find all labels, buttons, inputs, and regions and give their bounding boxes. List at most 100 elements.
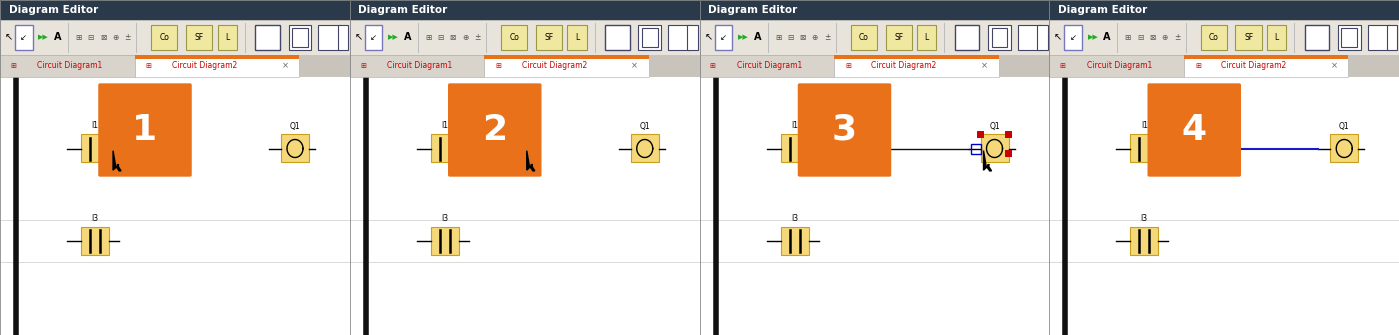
- Bar: [134, 55, 299, 77]
- Text: ↖: ↖: [354, 32, 362, 43]
- FancyBboxPatch shape: [98, 83, 192, 177]
- Text: ▶▶: ▶▶: [38, 35, 49, 41]
- Bar: [700, 55, 834, 77]
- Bar: [1049, 55, 1184, 77]
- Bar: [0, 77, 350, 335]
- Text: ⊕: ⊕: [112, 33, 119, 42]
- Text: ⊞: ⊞: [425, 33, 432, 42]
- Text: Circuit Diagram2: Circuit Diagram2: [872, 62, 937, 70]
- Text: Q1: Q1: [1339, 122, 1350, 131]
- Text: ×: ×: [981, 62, 988, 70]
- Bar: [568, 25, 586, 50]
- Text: Circuit Diagram1: Circuit Diagram1: [1087, 62, 1151, 70]
- Text: ⊠: ⊠: [99, 33, 106, 42]
- Bar: [1337, 25, 1360, 50]
- Bar: [781, 134, 809, 162]
- Bar: [954, 25, 979, 50]
- Bar: [292, 28, 308, 47]
- Bar: [781, 227, 809, 255]
- Text: Diagram Editor: Diagram Editor: [358, 5, 448, 15]
- Bar: [1049, 0, 1399, 20]
- Bar: [151, 25, 178, 50]
- Text: ⊞: ⊞: [709, 63, 716, 69]
- Bar: [1200, 25, 1227, 50]
- FancyBboxPatch shape: [797, 83, 891, 177]
- Text: ▶▶: ▶▶: [737, 35, 748, 41]
- Text: ±: ±: [474, 33, 481, 42]
- Bar: [1049, 77, 1399, 335]
- Bar: [971, 143, 981, 153]
- Text: ▶▶: ▶▶: [388, 35, 399, 41]
- Text: Co: Co: [1209, 33, 1219, 42]
- Bar: [981, 134, 1009, 162]
- Bar: [700, 0, 1049, 20]
- Text: ▶▶: ▶▶: [1087, 35, 1098, 41]
- Text: I1: I1: [91, 122, 98, 131]
- Text: Q1: Q1: [290, 122, 301, 131]
- Bar: [631, 134, 659, 162]
- Text: I3: I3: [1140, 214, 1147, 223]
- Bar: [1018, 25, 1041, 50]
- Text: ↖: ↖: [1053, 32, 1062, 43]
- Text: Circuit Diagram2: Circuit Diagram2: [172, 62, 238, 70]
- Bar: [81, 227, 109, 255]
- Text: Circuit Diagram2: Circuit Diagram2: [522, 62, 588, 70]
- Bar: [988, 25, 1010, 50]
- Bar: [484, 55, 649, 59]
- Text: Circuit Diagram1: Circuit Diagram1: [388, 62, 452, 70]
- Bar: [1049, 55, 1399, 77]
- Bar: [1065, 25, 1081, 50]
- Text: 4: 4: [1182, 113, 1207, 147]
- Bar: [536, 25, 562, 50]
- Bar: [350, 20, 700, 55]
- Text: Q1: Q1: [989, 122, 1000, 131]
- Bar: [886, 25, 912, 50]
- Bar: [851, 25, 877, 50]
- FancyBboxPatch shape: [1147, 83, 1241, 177]
- Bar: [0, 20, 350, 55]
- Text: ⊠: ⊠: [1149, 33, 1156, 42]
- Bar: [484, 55, 649, 77]
- Text: A: A: [55, 32, 62, 43]
- Text: ⊟: ⊟: [788, 33, 793, 42]
- Text: 2: 2: [483, 113, 508, 147]
- Bar: [918, 25, 936, 50]
- Text: ⊕: ⊕: [811, 33, 818, 42]
- Bar: [0, 0, 350, 20]
- Text: 1: 1: [133, 113, 158, 147]
- Bar: [1305, 25, 1329, 50]
- Bar: [669, 25, 691, 50]
- Text: L: L: [1274, 33, 1279, 42]
- Bar: [1049, 20, 1399, 55]
- Bar: [604, 25, 630, 50]
- Text: I1: I1: [790, 122, 797, 131]
- Text: I3: I3: [441, 214, 448, 223]
- Text: Diagram Editor: Diagram Editor: [708, 5, 797, 15]
- Bar: [1004, 131, 1011, 138]
- Text: ↖: ↖: [4, 32, 13, 43]
- Bar: [1368, 25, 1391, 50]
- Text: ×: ×: [631, 62, 638, 70]
- Bar: [1130, 227, 1158, 255]
- Text: ±: ±: [824, 33, 831, 42]
- Text: ⊞: ⊞: [495, 63, 501, 69]
- Text: SF: SF: [194, 33, 204, 42]
- Bar: [700, 55, 1049, 77]
- Bar: [977, 131, 983, 138]
- Bar: [1235, 25, 1262, 50]
- Polygon shape: [983, 150, 992, 171]
- Text: Circuit Diagram2: Circuit Diagram2: [1221, 62, 1287, 70]
- Text: Circuit Diagram1: Circuit Diagram1: [737, 62, 802, 70]
- Bar: [1184, 55, 1349, 77]
- Text: ↙: ↙: [1069, 33, 1077, 42]
- Bar: [288, 25, 311, 50]
- Text: ↖: ↖: [704, 32, 712, 43]
- Text: I1: I1: [1140, 122, 1147, 131]
- Text: ⊞: ⊞: [1059, 63, 1066, 69]
- Text: ⊞: ⊞: [145, 63, 151, 69]
- Bar: [638, 25, 662, 50]
- Text: 3: 3: [832, 113, 858, 147]
- Text: ⊞: ⊞: [76, 33, 83, 42]
- Text: Co: Co: [509, 33, 519, 42]
- Text: A: A: [1104, 32, 1111, 43]
